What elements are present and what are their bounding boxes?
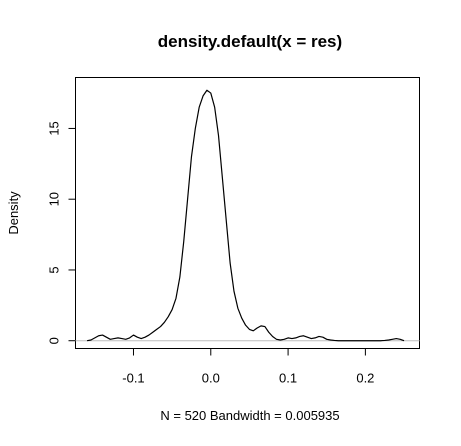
y-axis: 0 5 10 15 bbox=[47, 121, 76, 344]
x-axis-label: N = 520 Bandwidth = 0.005935 bbox=[160, 408, 339, 423]
x-tick-label: 0.2 bbox=[356, 371, 374, 386]
density-curve-0 bbox=[86, 89, 405, 342]
x-tick-label: 0.0 bbox=[202, 371, 220, 386]
x-tick-label: -0.1 bbox=[122, 371, 144, 386]
y-tick-label: 10 bbox=[47, 192, 62, 206]
chart-title: density.default(x = res) bbox=[158, 32, 342, 51]
curve-layer bbox=[75, 89, 420, 342]
x-axis: -0.1 0.0 0.1 0.2 bbox=[122, 348, 374, 386]
y-axis-label: Density bbox=[6, 191, 21, 235]
x-tick-label: 0.1 bbox=[279, 371, 297, 386]
y-tick-label: 15 bbox=[47, 121, 62, 135]
plot-frame bbox=[75, 77, 420, 349]
y-tick-label: 0 bbox=[47, 337, 62, 344]
y-tick-label: 5 bbox=[47, 266, 62, 273]
